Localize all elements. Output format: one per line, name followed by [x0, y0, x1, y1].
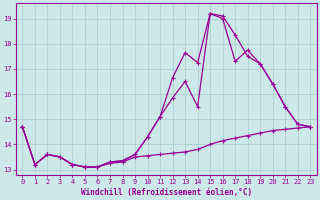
X-axis label: Windchill (Refroidissement éolien,°C): Windchill (Refroidissement éolien,°C): [81, 188, 252, 197]
